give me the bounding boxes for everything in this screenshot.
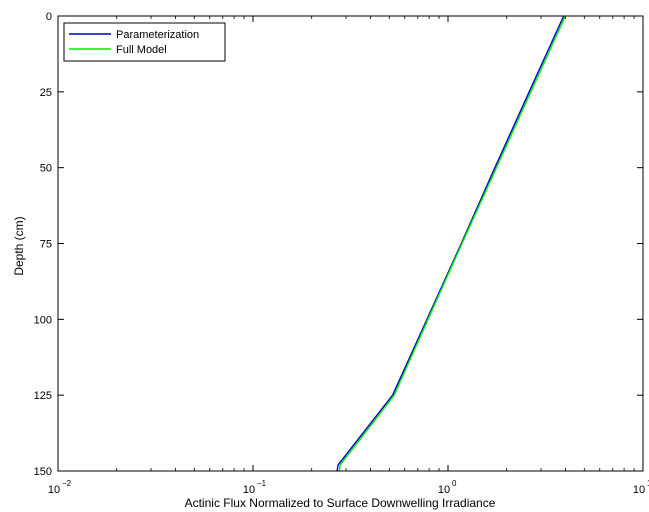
axes-layer: 10−210−11001010255075100125150 bbox=[34, 11, 649, 496]
x-axis-label: Actinic Flux Normalized to Surface Downw… bbox=[185, 496, 496, 510]
x-tick-label: 10 bbox=[438, 484, 450, 496]
plot-background bbox=[58, 16, 643, 471]
x-tick-exponent: 0 bbox=[452, 479, 457, 488]
plot-area bbox=[58, 16, 643, 471]
series-line-1 bbox=[338, 15, 567, 472]
series-line-0 bbox=[336, 15, 565, 472]
y-tick-label: 0 bbox=[46, 11, 52, 23]
x-tick-exponent: 1 bbox=[647, 479, 649, 488]
y-tick-label: 50 bbox=[40, 163, 52, 175]
legend-box bbox=[63, 22, 226, 62]
series-layer bbox=[336, 15, 567, 472]
x-tick-label: 10 bbox=[243, 484, 255, 496]
y-tick-label: 25 bbox=[40, 87, 52, 99]
y-tick-label: 150 bbox=[34, 466, 52, 478]
x-tick-label: 10 bbox=[48, 484, 60, 496]
legend-label-0: Parameterization bbox=[116, 29, 199, 41]
x-tick-label: 10 bbox=[633, 484, 645, 496]
x-tick-exponent: −1 bbox=[257, 479, 267, 488]
legend: Parameterization Full Model bbox=[63, 22, 226, 62]
legend-label-1: Full Model bbox=[116, 44, 167, 56]
y-axis-label: Depth (cm) bbox=[12, 216, 26, 275]
x-tick-exponent: −2 bbox=[62, 479, 72, 488]
y-tick-label: 100 bbox=[34, 314, 52, 326]
y-tick-label: 125 bbox=[34, 390, 52, 402]
y-tick-label: 75 bbox=[40, 239, 52, 251]
